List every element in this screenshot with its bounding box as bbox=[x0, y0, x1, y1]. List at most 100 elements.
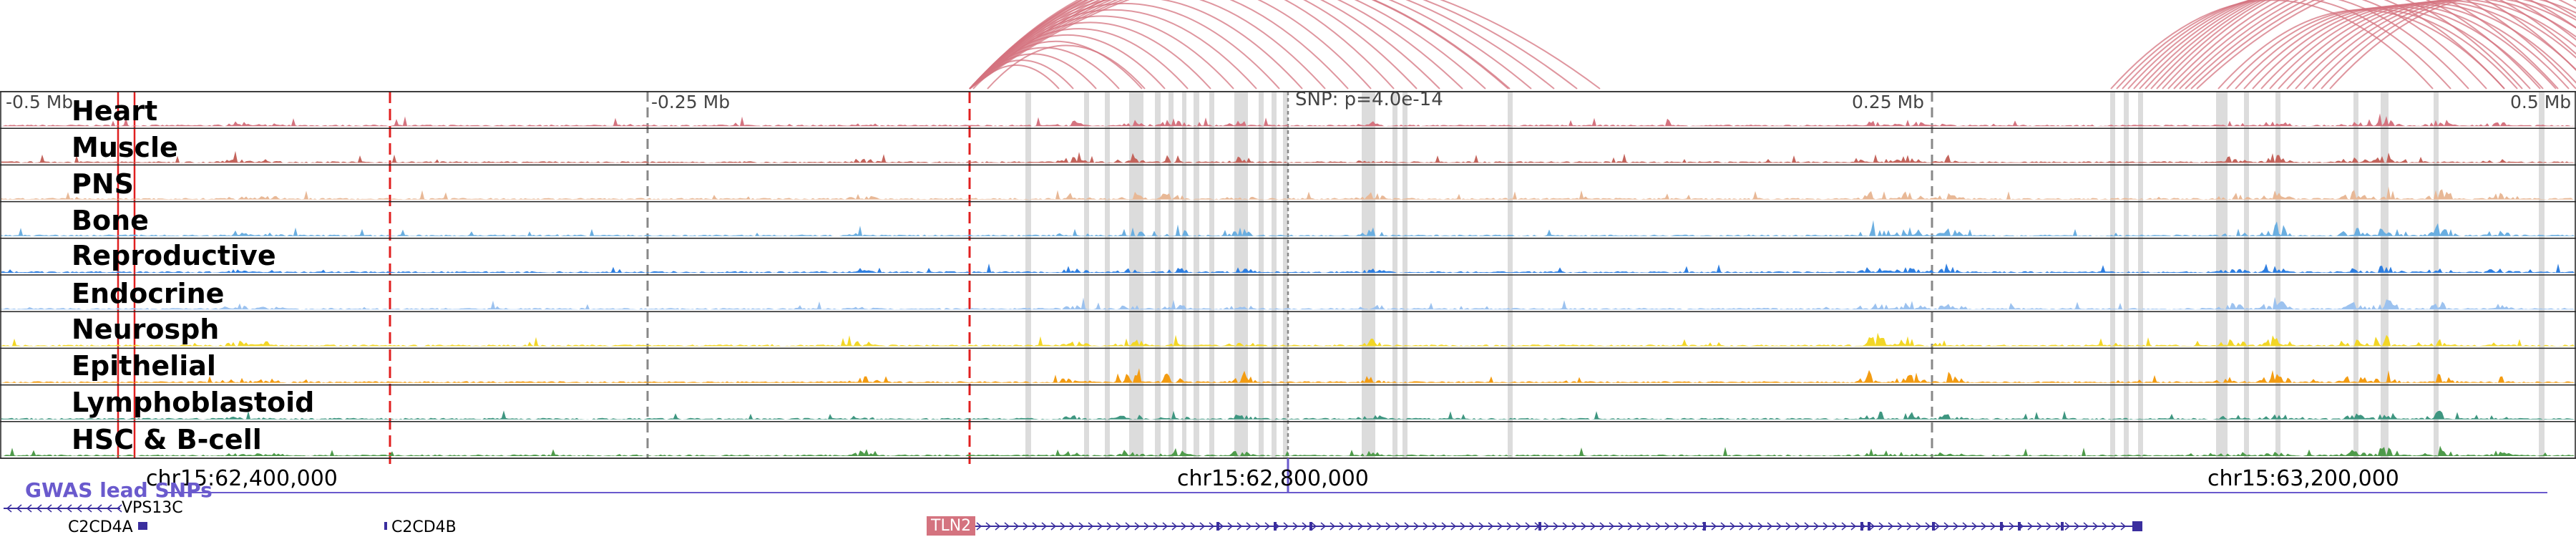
strand-arrow bbox=[2027, 522, 2034, 531]
strand-arrow bbox=[1050, 522, 1057, 531]
strand-arrow bbox=[1785, 522, 1792, 531]
strand-arrow bbox=[1506, 522, 1513, 531]
signal-track bbox=[1, 445, 2575, 456]
chromatin-loop-arc bbox=[2179, 0, 2576, 90]
strand-arrow bbox=[1897, 522, 1903, 531]
gene-exon bbox=[1274, 522, 1277, 531]
strand-arrow bbox=[1636, 522, 1643, 531]
chromatin-loop-arc bbox=[2312, 0, 2576, 90]
strand-arrow bbox=[1934, 522, 1941, 531]
strand-arrow bbox=[1125, 522, 1131, 531]
strand-arrow bbox=[96, 504, 102, 513]
strand-arrow bbox=[1767, 522, 1773, 531]
strand-arrow bbox=[1516, 522, 1522, 531]
gene-exon bbox=[2000, 522, 2003, 531]
gene-tln2-exon bbox=[2132, 521, 2142, 531]
gene-exon bbox=[2061, 522, 2064, 531]
strand-arrow bbox=[1181, 522, 1187, 531]
strand-arrow bbox=[1813, 522, 1820, 531]
strand-arrow bbox=[1264, 522, 1271, 531]
gene-exon bbox=[1932, 522, 1935, 531]
chromatin-loop-arc bbox=[2116, 0, 2451, 90]
chromatin-loop-arc bbox=[2122, 0, 2469, 90]
strand-arrow bbox=[1497, 522, 1503, 531]
track-label-neurosph: Neurosph bbox=[72, 314, 220, 345]
chromatin-loop-arc bbox=[969, 0, 1486, 90]
chromatin-loop-arc bbox=[2190, 0, 2576, 90]
track-label-lymphoblastoid: Lymphoblastoid bbox=[72, 387, 315, 418]
chromatin-loop-arc bbox=[969, 0, 1511, 90]
strand-arrow bbox=[2064, 522, 2071, 531]
strand-arrow bbox=[1367, 522, 1373, 531]
gene-exon bbox=[1860, 522, 1863, 531]
strand-arrow bbox=[1143, 522, 1150, 531]
chromatin-loop-arc bbox=[2329, 0, 2576, 90]
chromatin-loop-arc bbox=[2321, 0, 2576, 90]
strand-arrow bbox=[1683, 522, 1689, 531]
strand-arrow bbox=[1423, 522, 1429, 531]
strand-arrow bbox=[1078, 522, 1085, 531]
strand-arrow bbox=[1041, 522, 1048, 531]
gene-exon bbox=[1868, 522, 1870, 531]
track-label-muscle: Muscle bbox=[72, 132, 178, 163]
signal-track bbox=[1, 186, 2575, 200]
signal-peaks bbox=[1, 263, 2575, 273]
signal-track bbox=[1, 410, 2575, 420]
strand-arrow bbox=[1971, 522, 1978, 531]
chromatin-loop-arc bbox=[969, 0, 1601, 90]
strand-arrow bbox=[2036, 522, 2043, 531]
chromatin-loop-arc bbox=[969, 0, 1418, 90]
strand-arrow bbox=[1302, 522, 1308, 531]
chromatin-loop-arc bbox=[987, 44, 1146, 90]
genomic-coordinate-label: chr15:63,200,000 bbox=[2207, 466, 2399, 491]
strand-arrow bbox=[86, 504, 92, 513]
strand-arrow bbox=[1478, 522, 1485, 531]
strand-arrow bbox=[1460, 522, 1466, 531]
strand-arrow bbox=[1562, 522, 1568, 531]
chromatin-loop-arc bbox=[2127, 0, 2487, 90]
strand-arrow bbox=[46, 504, 52, 513]
chromatin-loop-arc bbox=[2150, 0, 2559, 90]
strand-arrow bbox=[2111, 522, 2117, 531]
chromatin-loop-arc bbox=[2303, 0, 2576, 90]
gene-exon bbox=[2018, 522, 2021, 531]
strand-arrow bbox=[1804, 522, 1810, 531]
strand-arrow bbox=[976, 522, 982, 531]
strand-arrow bbox=[1069, 522, 1075, 531]
strand-arrow bbox=[6, 504, 12, 513]
strand-arrow bbox=[1878, 522, 1885, 531]
strand-arrow bbox=[1162, 522, 1169, 531]
strand-arrow bbox=[1841, 522, 1848, 531]
signal-track bbox=[1, 113, 2575, 127]
chromatin-loop-arc bbox=[969, 0, 1555, 90]
strand-arrow bbox=[1097, 522, 1103, 531]
ruler-tick-label: 0.25 Mb bbox=[1852, 92, 1925, 112]
strand-arrow bbox=[1850, 522, 1857, 531]
gene-label-c2cd4a: C2CD4A bbox=[68, 518, 133, 536]
strand-arrow bbox=[2055, 522, 2062, 531]
gene-label-tln2: TLN2 bbox=[927, 516, 976, 536]
strand-arrow bbox=[1255, 522, 1262, 531]
strand-arrow bbox=[1674, 522, 1680, 531]
signal-peaks bbox=[1, 368, 2575, 383]
strand-arrow bbox=[1869, 522, 1875, 531]
strand-arrow bbox=[106, 504, 112, 513]
strand-arrow bbox=[1283, 522, 1289, 531]
strand-arrow bbox=[1943, 522, 1950, 531]
chromatin-loop-arc bbox=[969, 0, 1395, 90]
track-label-epithelial: Epithelial bbox=[72, 350, 216, 382]
strand-arrow bbox=[1953, 522, 1959, 531]
strand-arrow bbox=[2009, 522, 2015, 531]
strand-arrow bbox=[2092, 522, 2099, 531]
gene-exon bbox=[1703, 522, 1706, 531]
signal-peaks bbox=[1, 332, 2575, 347]
strand-arrow bbox=[1348, 522, 1355, 531]
signal-peaks bbox=[1, 410, 2575, 420]
track-label-reproductive: Reproductive bbox=[72, 240, 276, 271]
chromatin-loop-arc bbox=[2173, 0, 2576, 90]
strand-arrow bbox=[1553, 522, 1559, 531]
strand-arrow bbox=[1525, 522, 1531, 531]
ruler-tick-label: 0.5 Mb bbox=[2510, 92, 2572, 112]
strand-arrow bbox=[1413, 522, 1420, 531]
